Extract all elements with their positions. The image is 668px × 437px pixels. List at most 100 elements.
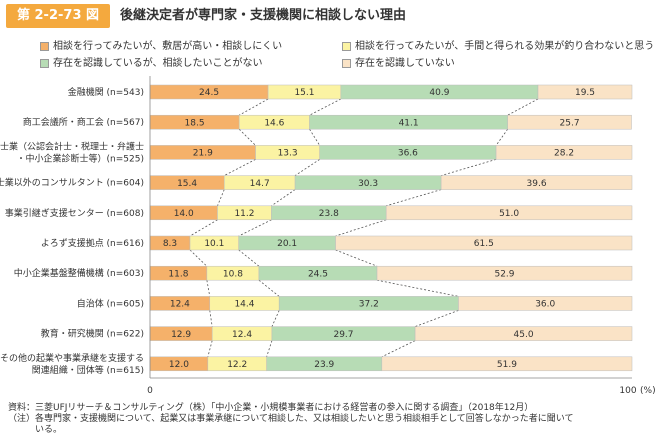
connector-line [335, 249, 378, 267]
bar-segment-5-4 [385, 205, 633, 221]
legend-swatch-series-3 [40, 59, 49, 68]
bar-value-label: 15.1 [294, 88, 314, 98]
category-label: その他の起業や事業承継を支援する [0, 352, 144, 364]
bar-value-label: 30.3 [358, 179, 378, 189]
bar-value-label: 41.1 [399, 118, 419, 128]
figure-number-badge: 第 2-2-73 図 [6, 4, 110, 28]
bar-value-label: 8.3 [163, 239, 177, 249]
bar-value-label: 23.8 [319, 209, 339, 219]
bar-value-label: 19.5 [575, 88, 595, 98]
bar-segment-10-4 [381, 356, 633, 372]
bar-segment-4-4 [440, 175, 633, 190]
category-label: 自治体 (n=605) [77, 297, 144, 309]
x-tick-label: 0 [147, 386, 153, 396]
legend-swatch-series-1 [40, 42, 49, 51]
legend-label-series-4: 存在を認識していない [355, 58, 455, 69]
connector-line [209, 310, 213, 327]
connector-line [381, 340, 416, 358]
category-label: よろず支援拠点 (n=616) [41, 237, 144, 249]
bar-value-label: 14.6 [264, 118, 284, 128]
category-label: 商工会議所・商工会 (n=567) [23, 116, 144, 128]
category-label: 金融機関 (n=543) [68, 86, 144, 98]
bar-value-label: 51.0 [499, 209, 519, 219]
bar-value-label: 11.8 [168, 269, 188, 279]
connector-line [376, 279, 459, 297]
legend-label-series-2: 相談を行ってみたいが、手間と得られる効果が釣り合わないと思う [355, 41, 655, 52]
legend-swatch-series-2 [342, 42, 351, 51]
connector-line [294, 159, 320, 176]
bar-value-label: 12.2 [227, 360, 247, 370]
category-label: 中小企業基盤整備機構 (n=603) [14, 267, 144, 279]
bar-value-label: 39.6 [527, 179, 547, 189]
bar-value-label: 36.0 [535, 300, 555, 310]
connector-line [309, 128, 321, 146]
bar-value-label: 11.2 [234, 209, 254, 219]
category-label: 事業引継ぎ支援センター (n=608) [5, 207, 144, 219]
connector-line [266, 340, 273, 357]
bar-value-label: 23.9 [314, 360, 334, 370]
connector-line [271, 189, 296, 207]
bar-value-label: 12.4 [170, 300, 190, 310]
note-text-continued: いる。 [35, 425, 63, 435]
x-tick-label: 100 [619, 386, 636, 396]
connector-line [386, 189, 442, 207]
bar-value-label: 29.7 [333, 330, 353, 340]
connector-line [258, 279, 280, 297]
bar-value-label: 28.2 [554, 149, 574, 159]
bar-value-label: 15.4 [177, 179, 197, 189]
connector-line [189, 219, 218, 237]
bar-value-label: 18.5 [185, 118, 205, 128]
figure-footer: 資料：三菱UFJリサーチ＆コンサルティング（株）「中小企業・小規模事業者における… [8, 403, 664, 436]
connector-line [507, 98, 539, 116]
bar-value-label: 14.4 [234, 300, 254, 310]
category-label: 関連組織・団体等 (n=615) [32, 364, 144, 376]
bar-value-label: 36.6 [398, 149, 418, 159]
bar-value-label: 40.9 [429, 88, 449, 98]
bar-segment-9-4 [414, 326, 633, 341]
bar-segment-2-4 [507, 114, 632, 130]
connector-line [206, 280, 211, 297]
bar-value-label: 10.8 [223, 269, 243, 279]
bar-value-label: 45.0 [514, 330, 534, 340]
connector-line [309, 98, 342, 116]
bar-value-label: 24.5 [199, 88, 219, 98]
note-text: （注）各専門家・支援機関について、起業又は事業承継について相談した、又は相談した… [8, 414, 574, 424]
connector-line [495, 128, 508, 146]
connector-line [224, 159, 256, 176]
connector-line [207, 340, 213, 357]
x-axis-unit: (%) [640, 386, 656, 396]
bar-value-label: 61.5 [474, 239, 494, 249]
bar-value-label: 24.5 [308, 269, 328, 279]
connector-line [414, 310, 459, 327]
connector-line [238, 249, 260, 267]
bar-value-label: 14.0 [174, 209, 194, 219]
bar-segment-7-4 [376, 265, 633, 281]
category-label: 士業（公認会計士・税理士・弁護士 [0, 140, 144, 152]
bar-value-label: 25.7 [560, 118, 580, 128]
legend-label-series-1: 相談を行ってみたいが、敷居が高い・相談しにくい [53, 41, 283, 52]
bar-value-label: 20.1 [277, 239, 297, 249]
connector-line [441, 159, 497, 176]
connector-line [335, 219, 387, 237]
bar-segment-3-4 [495, 145, 633, 160]
bar-value-label: 37.2 [359, 300, 379, 310]
bar-segment-8-4 [458, 296, 633, 311]
bar-value-label: 13.3 [278, 149, 298, 159]
figure-header: 第 2-2-73 図 後継決定者が専門家・支援機関に相談しない理由 [0, 0, 668, 36]
bar-value-label: 10.1 [204, 239, 224, 249]
connector-line [238, 128, 256, 146]
bar-value-label: 51.9 [497, 360, 517, 370]
bar-value-label: 52.9 [494, 269, 514, 279]
source-text: 資料：三菱UFJリサーチ＆コンサルティング（株）「中小企業・小規模事業者における… [8, 403, 534, 413]
bar-value-label: 21.9 [193, 149, 213, 159]
category-label: 士業以外のコンサルタント (n=604) [0, 177, 144, 189]
bar-value-label: 12.9 [171, 330, 191, 340]
chart-legend: 相談を行ってみたいが、敷居が高い・相談しにくい 相談を行ってみたいが、手間と得ら… [0, 40, 668, 76]
connector-line [271, 310, 280, 327]
connector-line [189, 249, 208, 267]
connector-line [238, 98, 269, 116]
bar-value-label: 12.0 [169, 360, 189, 370]
bar-value-label: 14.7 [250, 179, 270, 189]
category-label: 教育・研究機関 (n=622) [41, 328, 144, 340]
